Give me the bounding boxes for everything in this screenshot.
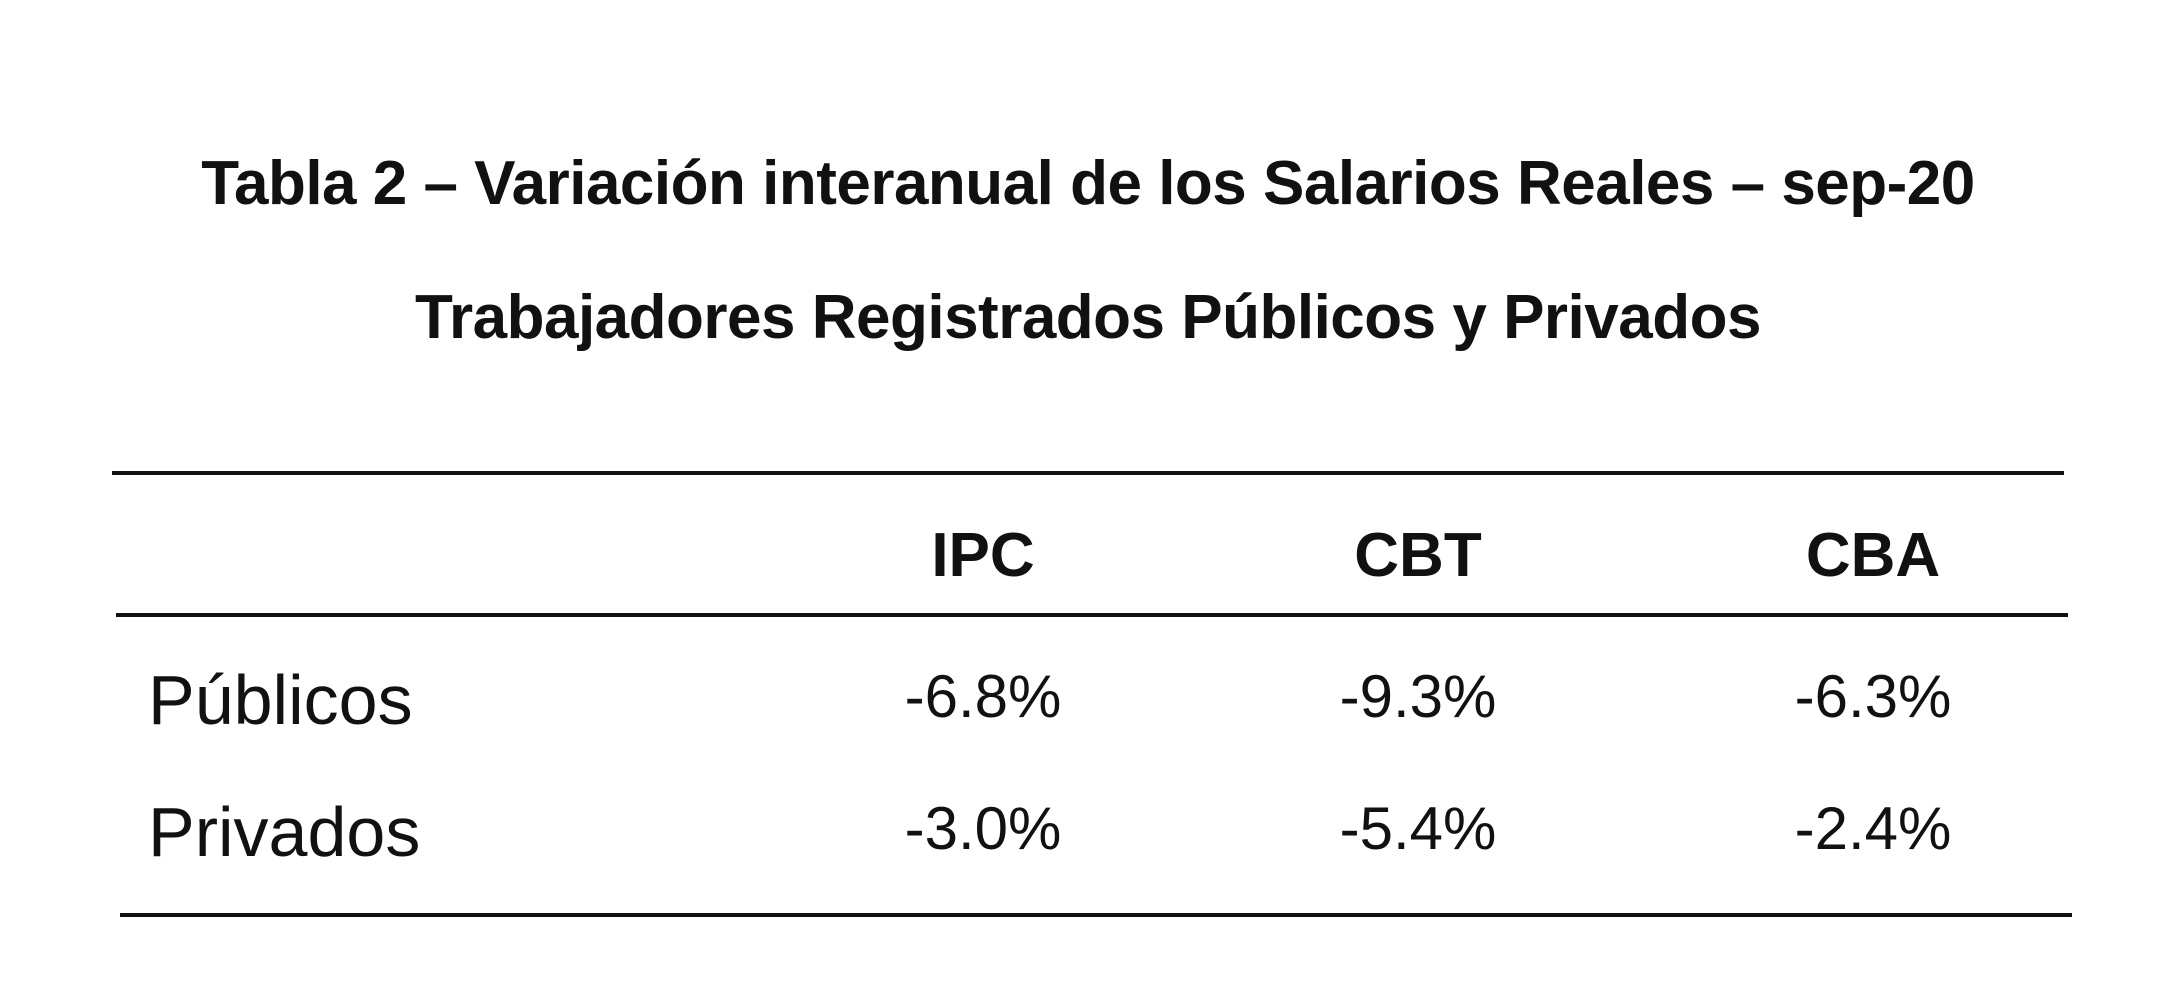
table-bottom-rule bbox=[120, 913, 2072, 917]
row-label-publicos: Públicos bbox=[148, 661, 413, 739]
table-cell: -3.0% bbox=[904, 795, 1062, 862]
column-header-cbt: CBT bbox=[1354, 521, 1482, 590]
table-header-rule bbox=[116, 613, 2068, 617]
table-cell: -6.8% bbox=[904, 663, 1062, 730]
table-subtitle: Trabajadores Registrados Públicos y Priv… bbox=[415, 283, 1761, 352]
column-header-ipc: IPC bbox=[931, 521, 1035, 590]
table-cell: -5.4% bbox=[1339, 795, 1497, 862]
row-label-privados: Privados bbox=[148, 793, 421, 871]
table-top-rule bbox=[112, 471, 2064, 475]
table-cell: -2.4% bbox=[1794, 795, 1952, 862]
column-header-cba: CBA bbox=[1805, 521, 1941, 590]
table-cell: -9.3% bbox=[1339, 663, 1497, 730]
table-title: Tabla 2 – Variación interanual de los Sa… bbox=[201, 149, 1975, 218]
table-cell: -6.3% bbox=[1794, 663, 1952, 730]
